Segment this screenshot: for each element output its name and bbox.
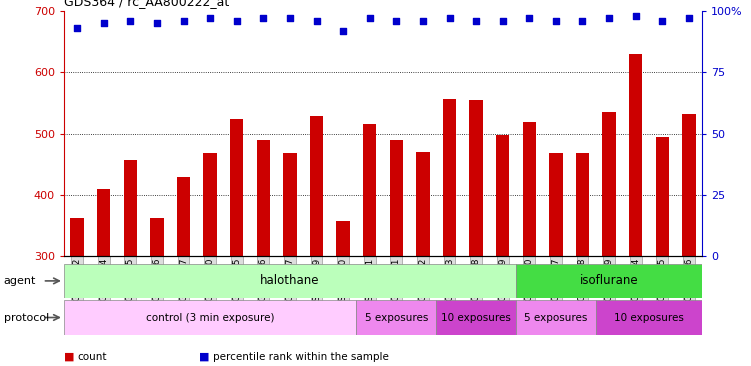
Bar: [496, 135, 509, 256]
Bar: [436, 300, 516, 335]
Point: [231, 18, 243, 24]
Point: [523, 15, 535, 21]
Bar: [204, 153, 217, 256]
Text: 5 exposures: 5 exposures: [524, 313, 587, 322]
Bar: [390, 140, 403, 256]
Bar: [230, 119, 243, 256]
Point: [444, 15, 456, 21]
Bar: [363, 124, 376, 256]
Text: 5 exposures: 5 exposures: [365, 313, 428, 322]
Bar: [64, 300, 357, 335]
Text: protocol: protocol: [4, 313, 49, 322]
Point: [177, 18, 189, 24]
Point: [656, 18, 668, 24]
Point: [71, 25, 83, 31]
Bar: [124, 160, 137, 256]
Point: [496, 18, 508, 24]
Bar: [97, 189, 110, 256]
Text: ■: ■: [64, 352, 74, 362]
Bar: [177, 176, 190, 256]
Bar: [682, 114, 695, 256]
Bar: [283, 153, 297, 256]
Bar: [602, 112, 616, 256]
Bar: [64, 264, 516, 298]
Bar: [257, 140, 270, 256]
Bar: [469, 100, 483, 256]
Bar: [443, 99, 456, 256]
Point: [310, 18, 322, 24]
Text: GDS364 / rc_AA800222_at: GDS364 / rc_AA800222_at: [64, 0, 229, 8]
Point: [337, 28, 349, 34]
Bar: [71, 218, 84, 256]
Point: [470, 18, 482, 24]
Point: [204, 15, 216, 21]
Point: [683, 15, 695, 21]
Bar: [516, 264, 702, 298]
Text: isoflurane: isoflurane: [580, 274, 638, 287]
Bar: [357, 300, 436, 335]
Point: [629, 13, 641, 19]
Bar: [549, 153, 562, 256]
Point: [284, 15, 296, 21]
Bar: [416, 152, 430, 256]
Text: halothane: halothane: [260, 274, 320, 287]
Text: percentile rank within the sample: percentile rank within the sample: [213, 352, 388, 362]
Bar: [596, 300, 702, 335]
Bar: [629, 54, 642, 256]
Text: count: count: [77, 352, 107, 362]
Bar: [656, 137, 669, 256]
Bar: [516, 300, 596, 335]
Point: [151, 20, 163, 26]
Text: 10 exposures: 10 exposures: [441, 313, 511, 322]
Point: [258, 15, 270, 21]
Point: [603, 15, 615, 21]
Point: [391, 18, 403, 24]
Point: [125, 18, 137, 24]
Bar: [576, 153, 589, 256]
Bar: [310, 116, 323, 256]
Text: agent: agent: [4, 276, 36, 286]
Point: [363, 15, 376, 21]
Text: ■: ■: [199, 352, 210, 362]
Bar: [523, 122, 536, 256]
Bar: [336, 221, 350, 256]
Text: 10 exposures: 10 exposures: [614, 313, 684, 322]
Point: [417, 18, 429, 24]
Point: [98, 20, 110, 26]
Bar: [150, 218, 164, 256]
Point: [550, 18, 562, 24]
Text: control (3 min exposure): control (3 min exposure): [146, 313, 274, 322]
Point: [577, 18, 589, 24]
